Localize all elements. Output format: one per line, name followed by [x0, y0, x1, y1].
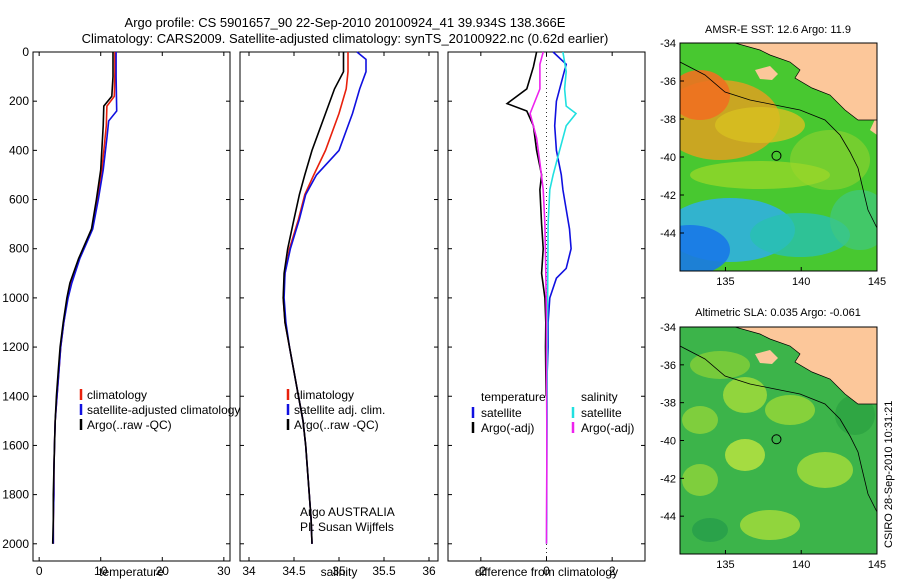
- difference-profile-legend-group: temperature: [481, 390, 546, 404]
- difference-profile-series-s_argo: [529, 51, 548, 544]
- difference-profile-xtick-label: 0: [543, 564, 550, 578]
- salinity-profile-frame: [239, 51, 439, 562]
- salinity-profile-xtick-label: 36: [422, 564, 436, 578]
- sla-map-lon-label: 145: [868, 559, 886, 571]
- sla-map-lat-label: -44: [660, 511, 676, 523]
- sst-map-lon-label: 135: [716, 276, 734, 288]
- credit-stamp: CSIRO 28-Sep-2010 10:31:21: [883, 401, 895, 548]
- difference-profile-legend-label: Argo(-adj): [481, 421, 534, 435]
- sla-map-lat-label: -38: [660, 398, 676, 410]
- figure-title-line1: Argo profile: CS 5901657_90 22-Sep-2010 …: [125, 15, 566, 30]
- temperature-panel: 0 10 20 30 temperature 0 200 400 600 800 1000 1200 1…: [2, 45, 240, 579]
- sla-map-lat-label: -42: [660, 473, 676, 485]
- depth-tick-label: 600: [9, 193, 29, 207]
- salinity-profile-xlabel: salinity: [321, 565, 358, 579]
- sst-shelf-contour: [680, 61, 877, 229]
- sla-anomaly-field: [682, 351, 875, 542]
- salinity-profile-annotation: PI: Susan Wijffels: [300, 520, 394, 534]
- sla-map-profile-marker: [771, 434, 782, 445]
- salinity-profile-annotation: Argo AUSTRALIA: [300, 505, 395, 519]
- depth-tick-label: 1000: [2, 291, 29, 305]
- depth-tick-label: 1600: [2, 438, 29, 452]
- temperature-profile-xtick-label: 10: [94, 564, 108, 578]
- sla-shelf-contour: [680, 345, 877, 513]
- sst-map-title: AMSR-E SST: 12.6 Argo: 11.9: [705, 24, 851, 36]
- sst-temperature-field: [680, 70, 877, 271]
- difference-profile-xtick-label: 2: [609, 564, 616, 578]
- difference-profile-legend-label: satellite: [581, 406, 622, 420]
- sst-map-lat-label: -44: [660, 228, 676, 240]
- sla-map-lon-label: 135: [716, 559, 734, 571]
- sst-map-lat-label: -34: [660, 38, 676, 50]
- sst-map-lat-label: -38: [660, 114, 676, 126]
- depth-tick-label: 2000: [2, 537, 29, 551]
- sst-land: [735, 43, 877, 120]
- depth-tick-label: 400: [9, 143, 29, 157]
- temperature-profile-legend-label: Argo(..raw -QC): [87, 418, 172, 432]
- salinity-profile-xtick-label: 35: [332, 564, 346, 578]
- salinity-profile-xtick-label: 35.5: [372, 564, 396, 578]
- sla-map-lat-label: -34: [660, 322, 676, 334]
- difference-profile-legend-group: salinity: [581, 390, 618, 404]
- salinity-profile-legend-label: Argo(..raw -QC): [294, 418, 379, 432]
- sla-map-lon-label: 140: [792, 559, 810, 571]
- sst-map-lon-label: 145: [868, 276, 886, 288]
- sst-map-lat-label: -42: [660, 190, 676, 202]
- temperature-profile-xlabel: temperature: [99, 565, 164, 579]
- sst-map-lat-label: -40: [660, 152, 676, 164]
- sst-map-lat-label: -36: [660, 76, 676, 88]
- difference-profile-xtick-label: -2: [475, 564, 486, 578]
- difference-profile-legend-label: satellite: [481, 406, 522, 420]
- difference-profile-xlabel: difference from climatology: [475, 565, 618, 579]
- sst-map-profile-marker: [771, 150, 782, 161]
- depth-tick-label: 1800: [2, 488, 29, 502]
- temperature-profile-legend-label: satellite-adjusted climatology: [87, 403, 240, 417]
- sla-map: Altimetric SLA: 0.035 Argo: -0.061 135 14…: [660, 307, 886, 571]
- depth-tick-label: 800: [9, 242, 29, 256]
- temperature-profile-legend-label: climatology: [87, 388, 147, 402]
- salinity-profile-series-argo: [282, 52, 345, 544]
- temperature-profile-xtick-label: 30: [217, 564, 231, 578]
- temperature-profile-frame: [32, 51, 231, 562]
- sla-map-lat-label: -36: [660, 360, 676, 372]
- depth-tick-label: 1200: [2, 340, 29, 354]
- temperature-profile-xtick-label: 0: [36, 564, 43, 578]
- figure-title-line2: Climatology: CARS2009. Satellite-adjuste…: [82, 31, 609, 46]
- temperature-profile-series-argo: [51, 52, 114, 544]
- salinity-profile-xtick-label: 34.5: [282, 564, 306, 578]
- depth-tick-label: 200: [9, 94, 29, 108]
- sla-map-lat-label: -40: [660, 436, 676, 448]
- temperature-profile-xtick-label: 20: [156, 564, 170, 578]
- salinity-profile-legend-label: climatology: [294, 388, 354, 402]
- salinity-profile-legend-label: satellite adj. clim.: [294, 403, 385, 417]
- salinity-profile-xtick-label: 34: [242, 564, 256, 578]
- sla-map-title: Altimetric SLA: 0.035 Argo: -0.061: [695, 307, 861, 319]
- depth-tick-label: 1400: [2, 389, 29, 403]
- salinity-panel: 34 34.5 35 35.5 36 salinity climatologysatelli…: [239, 51, 439, 579]
- depth-tick-label: 0: [22, 45, 29, 59]
- sst-map-lon-label: 140: [792, 276, 810, 288]
- difference-profile-series-t_argo: [505, 51, 547, 397]
- sst-map: AMSR-E SST: 12.6 Argo: 11.9 135 140 145 -34…: [660, 24, 886, 288]
- sla-land: [735, 327, 877, 404]
- difference-profile-legend-label: Argo(-adj): [581, 421, 634, 435]
